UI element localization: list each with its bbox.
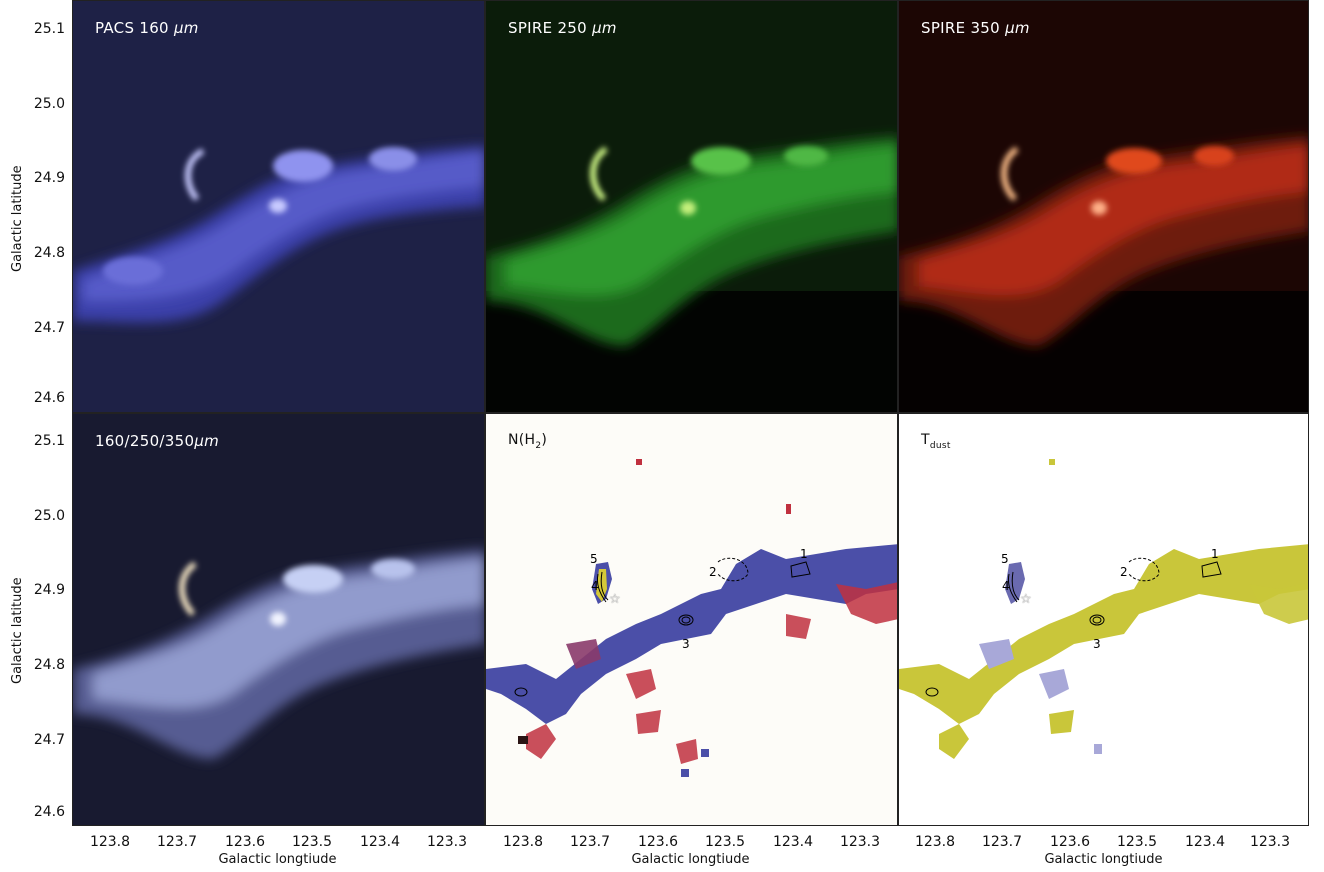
ytick-bot-3: 24.9 bbox=[33, 582, 65, 598]
xtick-p6-2: 123.7 bbox=[981, 834, 1023, 850]
xtick-p4-4: 123.5 bbox=[291, 834, 333, 850]
xtick-p6-5: 123.4 bbox=[1184, 834, 1226, 850]
tdust-map bbox=[899, 414, 1308, 825]
x-axis-label-p4: Galactic longtiude bbox=[218, 852, 337, 867]
x-axis-label-p6: Galactic longtiude bbox=[1044, 852, 1163, 867]
xtick-p6-4: 123.5 bbox=[1116, 834, 1158, 850]
panel-pacs-160: PACS 160 μm bbox=[72, 0, 485, 413]
clump-label-3: 3 bbox=[682, 637, 690, 651]
panel-title-tdust: Tdust bbox=[921, 432, 951, 451]
panel-nh2: N(H2) 1 2 3 4 5 ☆ bbox=[485, 413, 898, 826]
pacs-160-map bbox=[73, 1, 484, 412]
xtick-p5-6: 123.3 bbox=[839, 834, 881, 850]
panel-title-spire250: SPIRE 250 μm bbox=[508, 19, 617, 37]
spire-350-map bbox=[899, 1, 1308, 412]
nh2-map bbox=[486, 414, 897, 825]
ytick-top-5: 24.7 bbox=[33, 320, 65, 336]
xtick-p5-5: 123.4 bbox=[772, 834, 814, 850]
xtick-p5-2: 123.7 bbox=[569, 834, 611, 850]
xtick-p4-1: 123.8 bbox=[89, 834, 131, 850]
composite-map bbox=[73, 414, 484, 825]
clump-label-1: 1 bbox=[1211, 547, 1219, 561]
xtick-p4-6: 123.3 bbox=[426, 834, 468, 850]
panel-title-nh2: N(H2) bbox=[508, 432, 548, 451]
ytick-bot-2: 25.0 bbox=[33, 508, 65, 524]
star-icon: ☆ bbox=[609, 592, 621, 607]
xtick-p5-1: 123.8 bbox=[502, 834, 544, 850]
ytick-top-1: 25.1 bbox=[33, 21, 65, 37]
clump-label-2: 2 bbox=[1120, 565, 1128, 579]
ytick-bot-1: 25.1 bbox=[33, 433, 65, 449]
xtick-p6-1: 123.8 bbox=[914, 834, 956, 850]
xtick-p4-2: 123.7 bbox=[156, 834, 198, 850]
panel-spire-250: SPIRE 250 μm bbox=[485, 0, 898, 413]
clump-label-5: 5 bbox=[1001, 552, 1009, 566]
panel-composite: 160/250/350μm bbox=[72, 413, 485, 826]
clump-label-4: 4 bbox=[591, 579, 599, 593]
xtick-p5-4: 123.5 bbox=[704, 834, 746, 850]
ytick-bot-6: 24.6 bbox=[33, 804, 65, 820]
panel-tdust: Tdust 1 2 3 4 5 ☆ bbox=[898, 413, 1309, 826]
xtick-p6-3: 123.6 bbox=[1049, 834, 1091, 850]
xtick-p6-6: 123.3 bbox=[1249, 834, 1291, 850]
ytick-bot-5: 24.7 bbox=[33, 732, 65, 748]
panel-title-pacs: PACS 160 μm bbox=[95, 19, 199, 37]
ytick-top-4: 24.8 bbox=[33, 245, 65, 261]
panel-title-spire350: SPIRE 350 μm bbox=[921, 19, 1030, 37]
clump-label-4: 4 bbox=[1002, 579, 1010, 593]
xtick-p4-3: 123.6 bbox=[224, 834, 266, 850]
clump-label-3: 3 bbox=[1093, 637, 1101, 651]
ytick-top-6: 24.6 bbox=[33, 390, 65, 406]
clump-label-1: 1 bbox=[800, 547, 808, 561]
star-icon: ☆ bbox=[1020, 592, 1032, 607]
x-axis-label-p5: Galactic longtiude bbox=[631, 852, 750, 867]
xtick-p5-3: 123.6 bbox=[637, 834, 679, 850]
ytick-bot-4: 24.8 bbox=[33, 657, 65, 673]
clump-label-2: 2 bbox=[709, 565, 717, 579]
spire-250-map bbox=[486, 1, 897, 412]
panel-title-composite: 160/250/350μm bbox=[95, 432, 220, 450]
panel-spire-350: SPIRE 350 μm bbox=[898, 0, 1309, 413]
ytick-top-2: 25.0 bbox=[33, 96, 65, 112]
clump-label-5: 5 bbox=[590, 552, 598, 566]
xtick-p4-5: 123.4 bbox=[359, 834, 401, 850]
ytick-top-3: 24.9 bbox=[33, 170, 65, 186]
